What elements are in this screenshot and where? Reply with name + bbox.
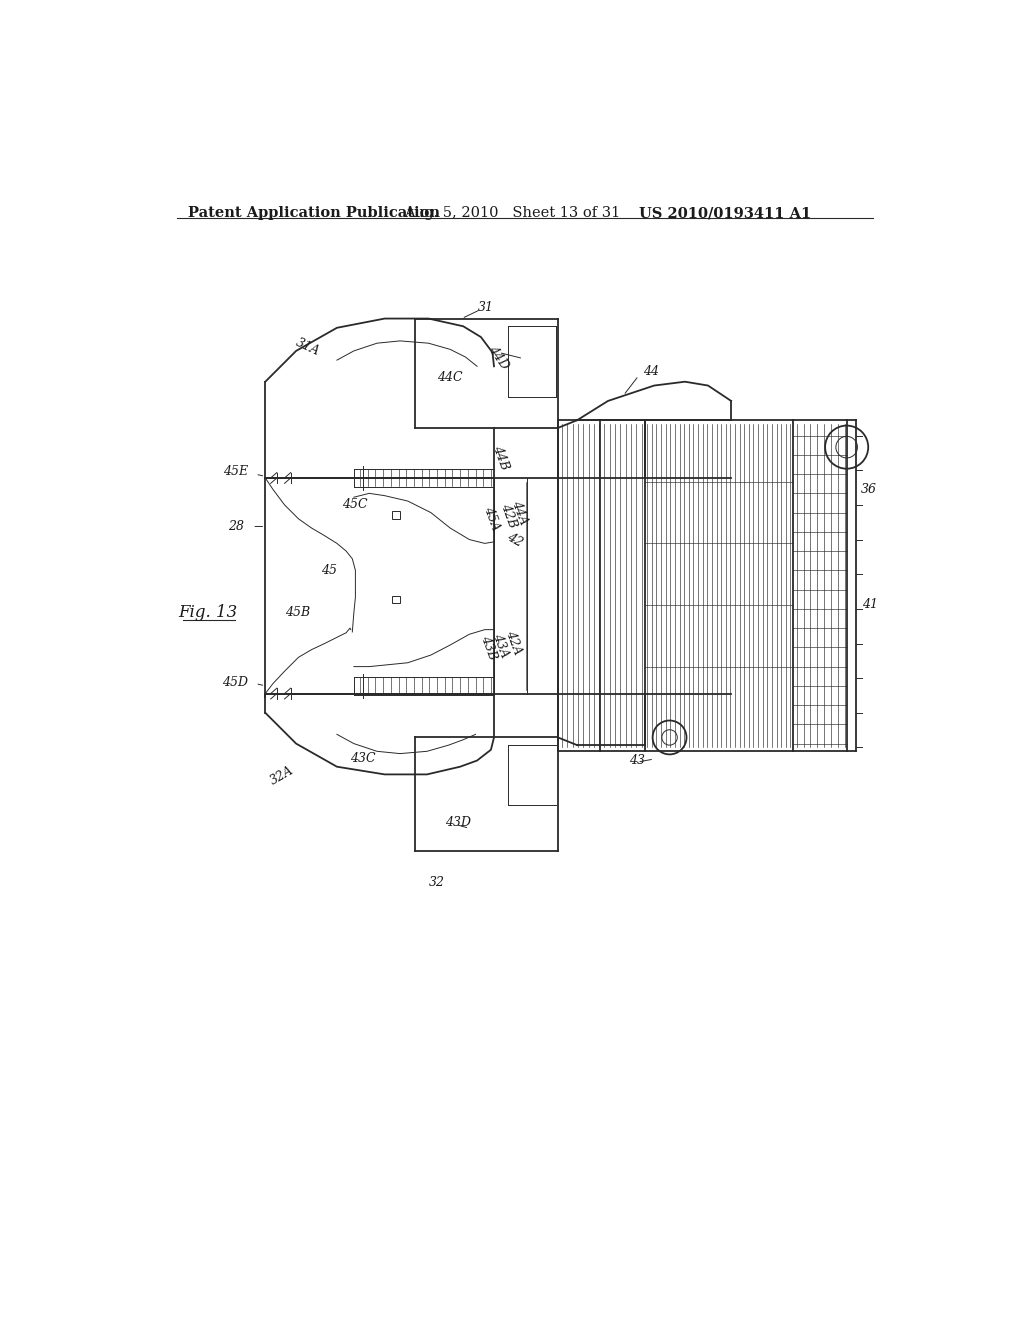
Text: 41: 41 [862, 598, 878, 611]
Text: 45A: 45A [481, 506, 502, 533]
Text: Fig. 13: Fig. 13 [178, 605, 238, 622]
Text: US 2010/0193411 A1: US 2010/0193411 A1 [639, 206, 811, 220]
Bar [392, 511, 400, 519]
Text: 45D: 45D [222, 676, 249, 689]
Text: 43A: 43A [490, 632, 511, 660]
Text: 45B: 45B [285, 606, 309, 619]
Bar [392, 595, 400, 603]
Text: 44A: 44A [510, 499, 530, 527]
Text: 36: 36 [860, 483, 877, 496]
Text: 42: 42 [505, 531, 525, 549]
Text: 44D: 44D [485, 343, 511, 372]
Text: 31: 31 [478, 301, 495, 314]
Text: 43C: 43C [350, 752, 376, 766]
Text: Aug. 5, 2010   Sheet 13 of 31: Aug. 5, 2010 Sheet 13 of 31 [403, 206, 621, 220]
Text: 43B: 43B [478, 634, 500, 661]
Text: Patent Application Publication: Patent Application Publication [188, 206, 440, 220]
Text: 28: 28 [228, 520, 245, 533]
Text: 45: 45 [322, 564, 338, 577]
Text: 45C: 45C [342, 499, 368, 511]
Text: 44C: 44C [437, 371, 463, 384]
Text: 44: 44 [643, 366, 658, 379]
Text: 43D: 43D [444, 816, 471, 829]
Text: 32: 32 [429, 875, 445, 888]
Text: 44B: 44B [490, 444, 511, 471]
Text: 42A: 42A [503, 628, 524, 657]
Text: 42B: 42B [498, 502, 519, 529]
Text: 31A: 31A [293, 335, 322, 358]
Text: 43: 43 [630, 754, 645, 767]
Text: 45E: 45E [223, 465, 249, 478]
Text: 32A: 32A [268, 764, 296, 788]
